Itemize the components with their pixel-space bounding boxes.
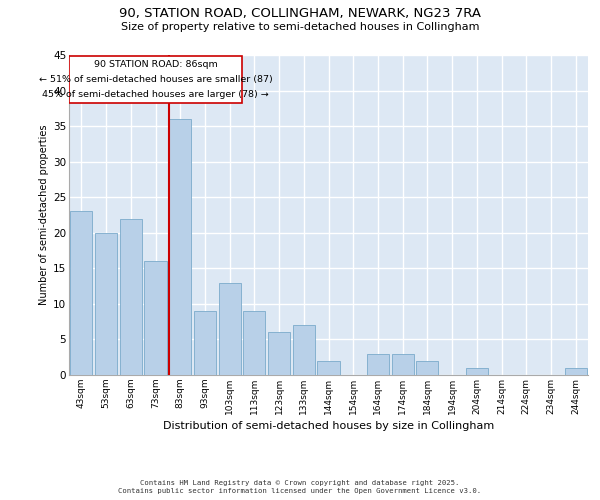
X-axis label: Distribution of semi-detached houses by size in Collingham: Distribution of semi-detached houses by …: [163, 421, 494, 431]
Text: Size of property relative to semi-detached houses in Collingham: Size of property relative to semi-detach…: [121, 22, 479, 32]
Bar: [565, 368, 587, 375]
Bar: [392, 354, 414, 375]
Bar: [243, 311, 265, 375]
Bar: [194, 311, 216, 375]
Bar: [218, 282, 241, 375]
Text: Contains HM Land Registry data © Crown copyright and database right 2025.
Contai: Contains HM Land Registry data © Crown c…: [118, 480, 482, 494]
Text: 90 STATION ROAD: 86sqm: 90 STATION ROAD: 86sqm: [94, 60, 217, 70]
Bar: [145, 261, 167, 375]
Text: 90, STATION ROAD, COLLINGHAM, NEWARK, NG23 7RA: 90, STATION ROAD, COLLINGHAM, NEWARK, NG…: [119, 8, 481, 20]
Bar: [293, 325, 315, 375]
Bar: [119, 218, 142, 375]
Bar: [70, 212, 92, 375]
Bar: [169, 119, 191, 375]
Bar: [95, 233, 117, 375]
Text: 45% of semi-detached houses are larger (78) →: 45% of semi-detached houses are larger (…: [42, 90, 269, 100]
Bar: [466, 368, 488, 375]
FancyBboxPatch shape: [70, 56, 242, 104]
Bar: [317, 361, 340, 375]
Y-axis label: Number of semi-detached properties: Number of semi-detached properties: [39, 124, 49, 305]
Bar: [416, 361, 439, 375]
Bar: [367, 354, 389, 375]
Bar: [268, 332, 290, 375]
Text: ← 51% of semi-detached houses are smaller (87): ← 51% of semi-detached houses are smalle…: [38, 76, 272, 84]
